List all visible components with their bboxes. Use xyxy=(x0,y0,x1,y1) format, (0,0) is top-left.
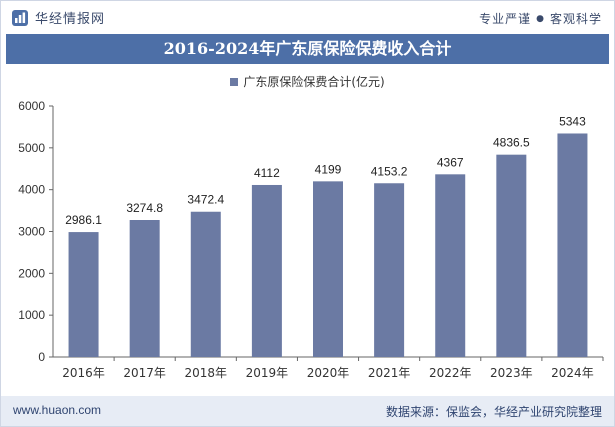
footer-source: 数据来源：保监会，华经产业研究院整理 xyxy=(385,405,602,419)
x-tick-label: 2021年 xyxy=(368,366,411,380)
bar-chart: 0 1000 2000 3000 4000 5000 6000 2986.1 2016年 3274… xyxy=(18,99,604,380)
brand-name: 华经情报网 xyxy=(35,12,106,27)
x-tick-label: 2019年 xyxy=(246,366,289,380)
tagline: 专业严谨 ● 客观科学 xyxy=(479,10,602,27)
title-bar: 2016-2024年广东原保险保费收入合计 xyxy=(6,34,609,64)
bar-value-label: 4367 xyxy=(437,155,464,169)
y-tick-label: 6000 xyxy=(18,99,45,113)
x-tick-label: 2023年 xyxy=(490,366,533,380)
y-tick-label: 4000 xyxy=(18,183,45,197)
y-tick-label: 0 xyxy=(38,350,45,364)
bar xyxy=(313,181,343,357)
bar-value-label: 3274.8 xyxy=(126,201,163,215)
bar xyxy=(374,183,405,357)
x-tick-label: 2020年 xyxy=(307,366,350,380)
x-tick-label: 2017年 xyxy=(123,366,166,380)
brand-logo-icon xyxy=(12,9,28,26)
chart-legend: 广东原保险保费合计(亿元) xyxy=(1,73,614,90)
bar-value-label: 4112 xyxy=(254,166,280,180)
y-tick-label: 5000 xyxy=(18,141,45,155)
bar-value-label: 3472.4 xyxy=(187,193,224,207)
bar-value-label: 4836.5 xyxy=(493,136,530,150)
bar xyxy=(557,133,588,357)
bar-value-label: 2986.1 xyxy=(65,213,102,227)
bar xyxy=(435,174,466,357)
x-tick-label: 2024年 xyxy=(551,366,594,380)
x-tick-label: 2016年 xyxy=(62,366,105,380)
legend-swatch xyxy=(230,77,239,86)
bar xyxy=(129,220,160,357)
chart-title: 2016-2024年广东原保险保费收入合计 xyxy=(163,39,452,58)
y-tick-label: 3000 xyxy=(18,225,45,239)
bar xyxy=(496,154,527,357)
y-tick-label: 2000 xyxy=(18,266,45,280)
tagline-right: 客观科学 xyxy=(549,12,602,26)
tagline-left: 专业严谨 xyxy=(479,12,532,26)
y-tick-label: 1000 xyxy=(18,308,45,322)
bar-value-label: 4153.2 xyxy=(371,164,408,178)
top-bar: 华经情报网 专业严谨 ● 客观科学 xyxy=(1,1,614,34)
x-tick-label: 2018年 xyxy=(185,366,228,380)
brand[interactable]: 华经情报网 xyxy=(11,8,105,27)
legend-label: 广东原保险保费合计(亿元) xyxy=(243,75,385,89)
bar-value-label: 4199 xyxy=(315,162,342,176)
bar-value-label: 5343 xyxy=(559,114,586,128)
bar xyxy=(68,232,99,357)
footer-url[interactable]: www.huaon.com xyxy=(13,403,102,417)
bar xyxy=(190,211,221,357)
bar xyxy=(251,184,282,357)
x-tick-label: 2022年 xyxy=(429,366,472,380)
footer-bar: www.huaon.com 数据来源：保监会，华经产业研究院整理 xyxy=(1,396,614,426)
bullet-dot-icon: ● xyxy=(536,13,545,24)
